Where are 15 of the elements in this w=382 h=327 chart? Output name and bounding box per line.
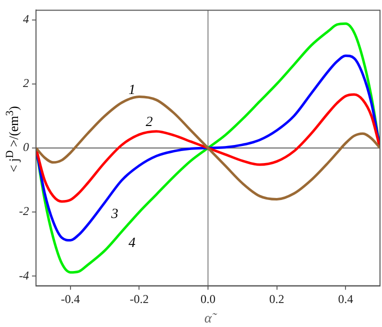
x-tick-label: 0.2 <box>269 292 284 306</box>
x-axis-title: α̃ <box>204 311 218 326</box>
x-tick-label: 0.0 <box>200 292 216 306</box>
y-tick-label: 2 <box>22 76 29 90</box>
annotation: 2 <box>146 115 153 130</box>
annotation: 3 <box>110 207 118 222</box>
x-tick-label: -0.4 <box>60 292 80 306</box>
annotation: 1 <box>128 83 136 98</box>
x-tick-label: 0.4 <box>338 292 354 306</box>
annotation: 4 <box>128 236 136 252</box>
y-tick-label: 4 <box>22 12 29 26</box>
x-tick-label: -0.2 <box>130 292 149 306</box>
y-tick-label: 0 <box>22 140 29 154</box>
y-tick-label: -4 <box>18 268 29 282</box>
y-tick-label: -2 <box>18 204 29 218</box>
